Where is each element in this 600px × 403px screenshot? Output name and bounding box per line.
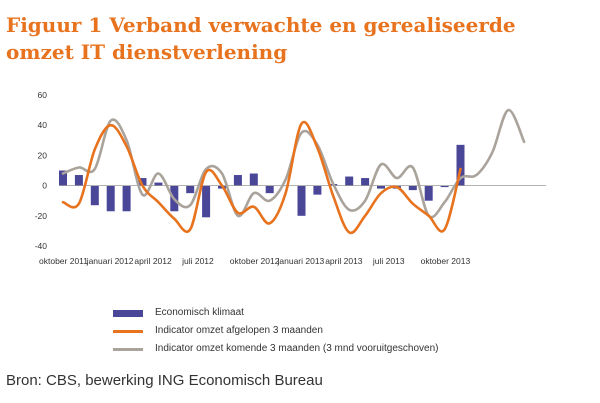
bar-economisch-klimaat <box>361 178 370 186</box>
bar-economisch-klimaat <box>233 175 242 186</box>
y-tick-label: 0 <box>42 181 47 191</box>
x-tick-label: juli 2012 <box>181 256 214 266</box>
bar-economisch-klimaat <box>90 185 99 206</box>
bar-economisch-klimaat <box>122 185 131 212</box>
legend-label: Indicator omzet afgelopen 3 maanden <box>155 325 323 336</box>
bar-economisch-klimaat <box>313 185 322 195</box>
line-series <box>61 108 526 235</box>
bar-economisch-klimaat <box>345 176 354 186</box>
x-tick-label: april 2013 <box>325 256 363 266</box>
x-tick-label: oktober 2011 <box>39 256 88 266</box>
chart-title: Figuur 1 Verband verwachte en gerealisee… <box>6 12 596 66</box>
y-tick-label: 40 <box>38 120 48 130</box>
y-tick-label: -40 <box>35 241 48 251</box>
y-axis-ticks: -40 -20 0 20 40 60 <box>35 90 48 251</box>
bar-economisch-klimaat <box>74 175 83 186</box>
bar-economisch-klimaat <box>154 182 163 186</box>
bar-economisch-klimaat <box>202 185 211 218</box>
bar-economisch-klimaat <box>249 173 258 186</box>
bar-economisch-klimaat <box>59 170 67 186</box>
legend-swatch-orange-line <box>113 330 143 333</box>
x-tick-label: april 2012 <box>134 256 172 266</box>
x-tick-label: juli 2013 <box>372 256 405 266</box>
chart-title-line-2: omzet IT dienstverlening <box>6 40 288 64</box>
line-omzet-afgelopen-3-maanden <box>61 120 462 235</box>
bar-economisch-klimaat <box>408 185 417 191</box>
x-tick-label: oktober 2013 <box>421 256 471 266</box>
y-tick-label: 60 <box>38 90 48 100</box>
bar-economisch-klimaat <box>377 185 385 189</box>
chart-title-line-1: Figuur 1 Verband verwachte en gerealisee… <box>6 13 516 37</box>
legend-swatch-bar <box>113 310 143 317</box>
bar-economisch-klimaat <box>265 185 274 194</box>
source-note: Bron: CBS, bewerking ING Economisch Bure… <box>6 372 323 389</box>
y-tick-label: 20 <box>38 150 48 160</box>
bar-economisch-klimaat <box>440 185 449 188</box>
bar-economisch-klimaat <box>424 185 433 201</box>
bar-series-economisch-klimaat <box>59 144 465 218</box>
bar-economisch-klimaat <box>297 185 306 216</box>
bar-economisch-klimaat <box>186 185 195 194</box>
legend-label: Indicator omzet komende 3 maanden (3 mnd… <box>155 343 439 354</box>
bar-economisch-klimaat <box>456 144 465 186</box>
bar-economisch-klimaat <box>138 178 147 186</box>
line-omzet-komende-3-maanden <box>61 108 526 219</box>
y-tick-label: -20 <box>35 211 48 221</box>
bar-economisch-klimaat <box>106 185 115 212</box>
legend-swatch-grey-line <box>113 348 143 351</box>
x-tick-label: oktober 2012 <box>230 256 280 266</box>
x-tick-label: januari 2012 <box>86 256 134 266</box>
legend-label: Economisch klimaat <box>155 307 244 318</box>
x-tick-label: januari 2013 <box>277 256 325 266</box>
